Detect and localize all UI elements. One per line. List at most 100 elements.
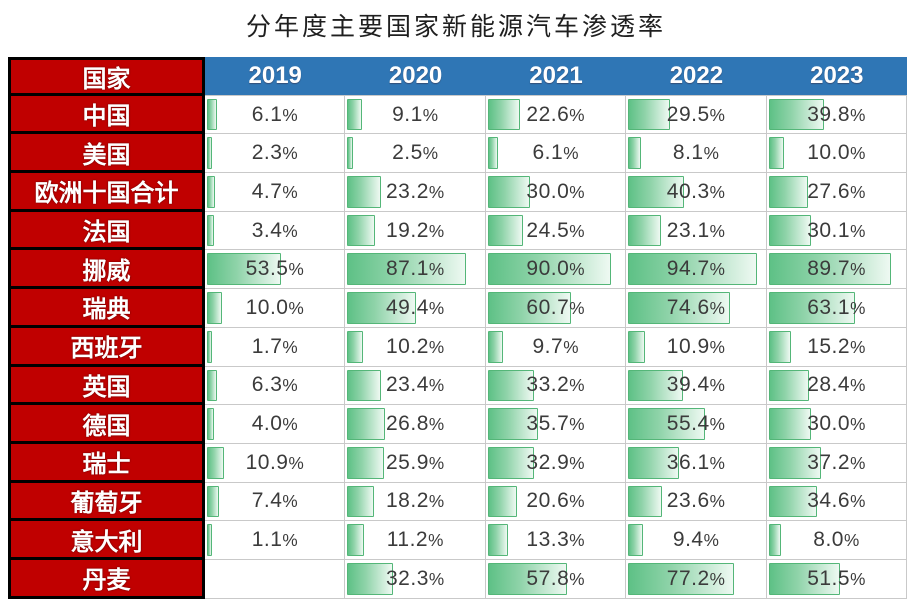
value-number: 6.1 (532, 141, 564, 165)
value-label: 10.9% (246, 451, 304, 475)
percent-sign: % (709, 259, 725, 280)
value-label: 3.4% (252, 219, 298, 243)
country-label: 美国 (8, 134, 205, 174)
value-number: 4.7 (251, 179, 283, 203)
value-label: 39.4% (667, 373, 725, 397)
value-label: 13.3% (526, 528, 584, 552)
value-number: 20.6 (526, 489, 570, 513)
percent-sign: % (282, 143, 298, 164)
data-bar (207, 408, 215, 440)
data-bar (628, 408, 705, 440)
country-label: 瑞典 (8, 289, 205, 328)
value-label: 37.2% (807, 451, 865, 475)
value-number: 8.1 (672, 141, 704, 165)
data-bar (487, 562, 568, 595)
value-label: 23.1% (667, 219, 725, 243)
value-number: 90.0 (526, 257, 570, 281)
value-number: 11.2 (386, 528, 429, 552)
value-label: 2.3% (252, 141, 298, 165)
value-cell: 55.4% (626, 405, 767, 444)
value-number: 18.2 (386, 489, 429, 513)
percent-sign: % (709, 452, 725, 473)
data-bar (207, 98, 218, 131)
value-number: 1.7 (251, 334, 283, 358)
value-cell (205, 559, 346, 599)
percent-sign: % (850, 336, 866, 357)
percent-sign: % (288, 259, 304, 280)
value-number: 30.0 (807, 412, 851, 436)
percent-sign: % (282, 220, 298, 241)
percent-sign: % (428, 530, 444, 551)
value-number: 27.6 (807, 179, 851, 203)
data-bar (207, 253, 281, 286)
data-bar (487, 292, 572, 324)
value-cell: 34.6% (766, 482, 907, 522)
value-label: 15.2% (807, 335, 865, 359)
value-cell: 23.4% (345, 366, 486, 406)
value-number: 8.0 (813, 528, 844, 552)
percent-sign: % (850, 181, 866, 202)
data-bar (628, 369, 684, 402)
value-label: 8.0% (813, 528, 859, 552)
value-number: 39.4 (666, 373, 710, 397)
column-header-year: 2021 (485, 57, 627, 96)
column-header-year: 2022 (626, 57, 767, 96)
percent-sign: % (428, 181, 445, 202)
value-number: 40.3 (666, 179, 710, 203)
percent-sign: % (850, 452, 866, 473)
value-number: 63.1 (807, 295, 851, 319)
value-cell: 39.4% (626, 366, 767, 406)
data-bar (768, 369, 809, 402)
value-cell: 57.8% (485, 559, 627, 599)
data-bar (768, 408, 811, 440)
value-label: 22.6% (526, 103, 584, 127)
data-bar (768, 562, 840, 595)
percent-sign: % (428, 568, 445, 589)
value-cell: 63.1% (766, 289, 907, 328)
value-label: 9.7% (532, 335, 578, 359)
value-number: 10.0 (807, 141, 851, 165)
country-label: 瑞士 (8, 443, 205, 483)
value-label: 9.4% (673, 528, 719, 552)
value-cell: 30.1% (766, 211, 907, 251)
value-label: 89.7% (807, 257, 865, 281)
data-bar (628, 292, 731, 324)
data-bar (207, 369, 218, 402)
data-bar (207, 446, 224, 479)
value-label: 87.1% (386, 257, 444, 281)
percent-sign: % (422, 143, 439, 164)
value-cell: 1.7% (205, 327, 346, 367)
value-cell: 20.6% (485, 482, 627, 522)
value-cell: 10.0% (766, 134, 907, 174)
value-label: 7.4% (252, 489, 298, 513)
value-number: 77.2 (666, 566, 710, 590)
data-bar (347, 330, 364, 363)
value-cell: 28.4% (766, 366, 907, 406)
data-bar (768, 176, 808, 208)
value-cell: 89.7% (766, 250, 907, 290)
percent-sign: % (569, 452, 585, 473)
data-bar (768, 292, 856, 324)
value-number: 51.5 (807, 566, 851, 590)
value-label: 53.5% (246, 257, 304, 281)
value-label: 1.7% (252, 335, 298, 359)
value-number: 9.4 (672, 528, 704, 552)
percent-sign: % (428, 336, 445, 357)
data-bar (347, 292, 416, 324)
value-number: 32.9 (526, 450, 570, 474)
data-bar (628, 137, 642, 170)
value-number: 10.9 (666, 334, 710, 358)
value-number: 89.7 (807, 257, 851, 281)
data-bar (487, 524, 508, 556)
value-label: 10.0% (246, 296, 304, 320)
value-label: 63.1% (807, 296, 865, 320)
value-number: 29.5 (666, 102, 710, 126)
data-bar (628, 330, 645, 363)
value-label: 57.8% (526, 567, 584, 591)
value-label: 26.8% (386, 412, 444, 436)
data-bar (207, 292, 223, 324)
percent-sign: % (703, 143, 719, 164)
percent-sign: % (282, 530, 298, 551)
value-cell: 23.1% (626, 211, 767, 251)
